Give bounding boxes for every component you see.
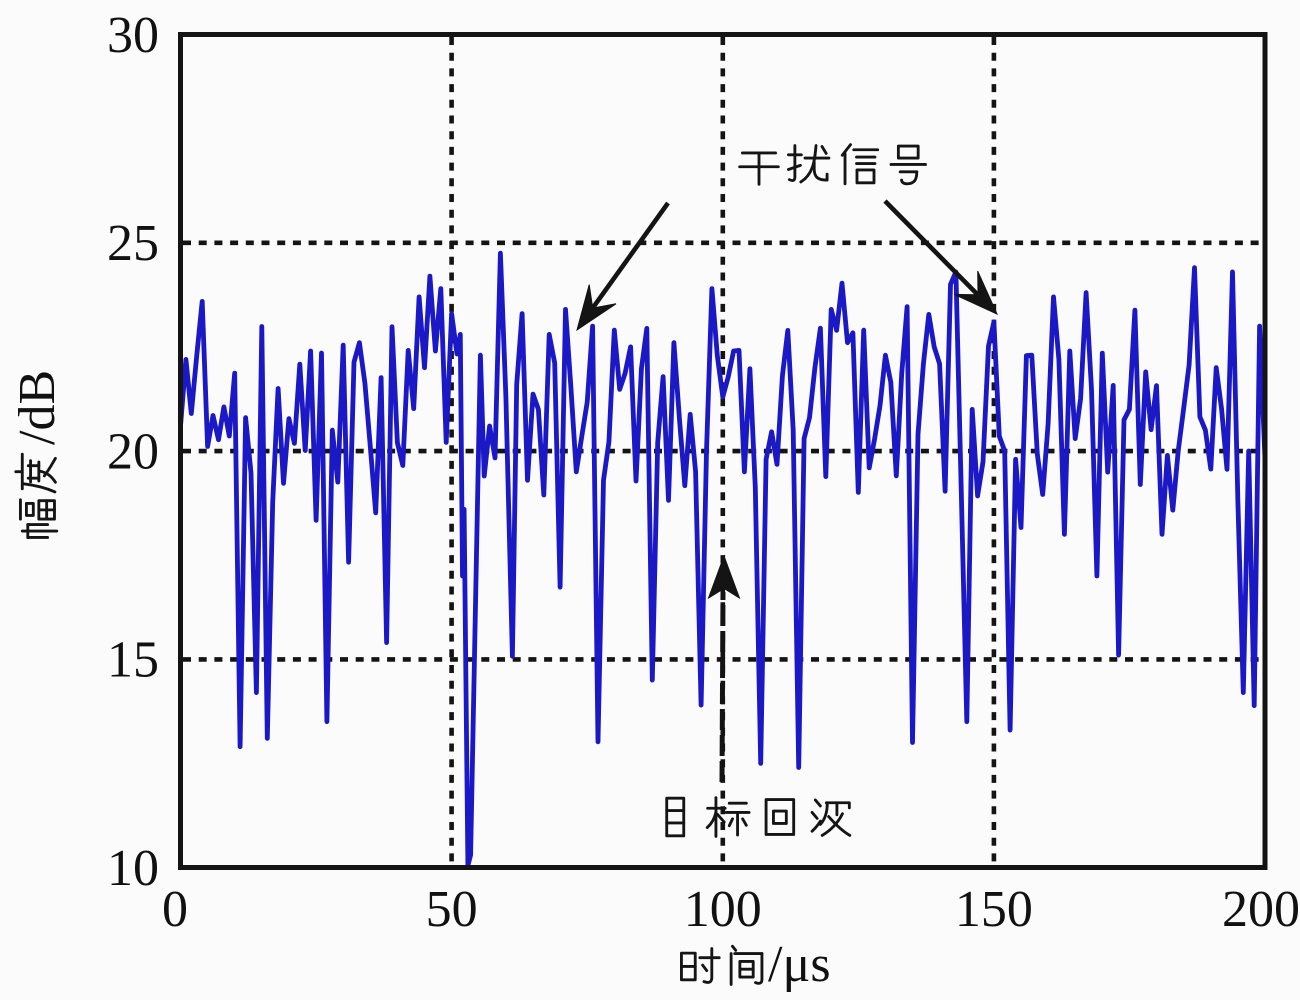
svg-text:50: 50 <box>426 881 478 938</box>
svg-text:150: 150 <box>955 881 1033 938</box>
svg-text:/dB: /dB <box>9 370 66 445</box>
svg-text:0: 0 <box>162 881 188 938</box>
svg-text:30: 30 <box>107 7 159 64</box>
svg-text:20: 20 <box>107 423 159 480</box>
svg-text:200: 200 <box>1222 881 1300 938</box>
svg-text:15: 15 <box>107 632 159 689</box>
svg-text:10: 10 <box>107 840 159 897</box>
svg-text:25: 25 <box>107 215 159 272</box>
svg-text:100: 100 <box>684 881 762 938</box>
svg-text:/μs: /μs <box>768 936 831 993</box>
